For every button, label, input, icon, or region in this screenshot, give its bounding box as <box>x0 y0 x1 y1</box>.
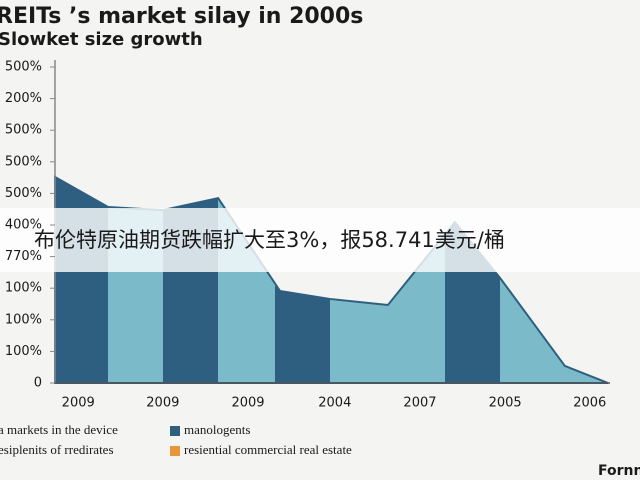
y-tick-label: 500% <box>5 186 42 201</box>
x-tick-label: 2009 <box>146 396 179 411</box>
y-tick-label: 500% <box>5 154 42 169</box>
y-tick-label: 200% <box>5 91 42 106</box>
banner-bg <box>0 208 640 272</box>
x-tick-label: 2006 <box>573 396 606 411</box>
y-tick-label: 0 <box>34 376 42 391</box>
chart-subtitle: Slowket size growth <box>0 29 203 50</box>
chart-title: REITs ’s market silay in 2000s <box>0 4 363 29</box>
source: Fornn <box>598 463 640 479</box>
x-tick-label: 2005 <box>489 396 522 411</box>
x-tick-label: 2009 <box>62 396 95 411</box>
y-tick-label: 500% <box>5 123 42 138</box>
banner-text: 布伦特原油期货跌幅扩大至3%，报58.741美元/桶 <box>34 228 505 252</box>
y-tick-label: 400% <box>5 218 42 233</box>
x-tick-label: 2009 <box>231 396 264 411</box>
y-tick-label: 100% <box>5 312 42 327</box>
legend-swatch <box>170 446 180 456</box>
legend-label: a markets in the device <box>0 422 118 437</box>
legend-swatch <box>170 426 180 436</box>
y-tick-label: 100% <box>5 281 42 296</box>
y-tick-label: 500% <box>5 60 42 75</box>
legend-label: esiplenits of rredirates <box>0 442 114 457</box>
area <box>54 175 609 384</box>
legend-label: resiential commercial real estate <box>184 442 352 457</box>
legend-label: manologents <box>184 422 250 437</box>
y-tick-label: 770% <box>5 249 42 264</box>
x-tick-label: 2007 <box>403 396 436 411</box>
x-tick-label: 2004 <box>318 396 351 411</box>
y-tick-label: 100% <box>5 344 42 359</box>
